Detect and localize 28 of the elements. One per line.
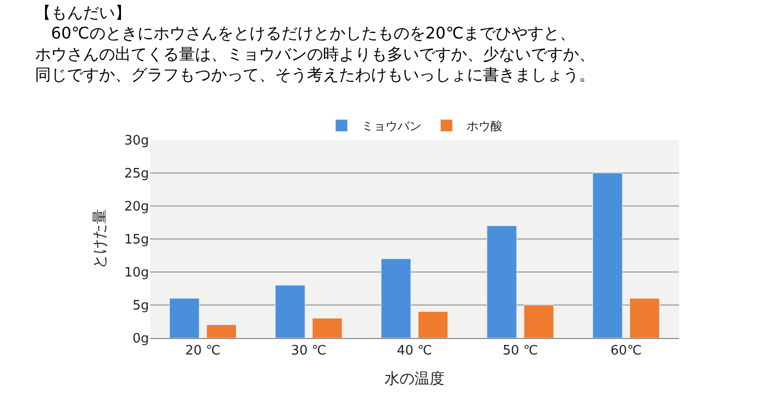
- legend-label: ホウ酸: [466, 119, 502, 134]
- bar: [486, 226, 517, 338]
- bar: [206, 324, 236, 338]
- y-tick-label: 25g: [124, 166, 149, 182]
- legend-label: ミョウバン: [362, 119, 422, 134]
- y-tick-label: 10g: [124, 266, 149, 281]
- bar: [524, 304, 554, 338]
- y-tick-label: 15g: [124, 232, 149, 248]
- y-tick-label: 30g: [124, 134, 149, 149]
- bar: [169, 298, 200, 338]
- x-tick-label: 30 ℃: [291, 344, 326, 359]
- y-axis-title: とけた量: [90, 209, 108, 269]
- chart-title: 【もんだい】: [35, 2, 132, 22]
- bar: [418, 311, 448, 338]
- y-tick-label: 0g: [132, 332, 149, 347]
- bar: [630, 298, 660, 338]
- bar: [312, 318, 342, 338]
- x-axis-title: 水の温度: [384, 370, 444, 388]
- bar: [275, 284, 306, 338]
- y-tick-label: 20g: [124, 200, 149, 215]
- chart-subtitle: 60℃のときにホウさんをとけるだけとかしたものを20℃までひやすと、ホウさんの出てくる量は、ミョウバンの時よりも多いですか、少ないですか、同じですか、グラフもつかって、そう考えたわけもいっしょに書きましょう。: [35, 24, 596, 84]
- bar: [380, 258, 412, 338]
- x-tick-label: 50 ℃: [502, 344, 538, 359]
- x-tick-label: 20 ℃: [185, 344, 221, 359]
- x-tick-label: 60℃: [610, 344, 642, 359]
- bar: [592, 172, 623, 338]
- x-tick-label: 40 ℃: [396, 344, 432, 359]
- y-tick-label: 5g: [132, 298, 149, 314]
